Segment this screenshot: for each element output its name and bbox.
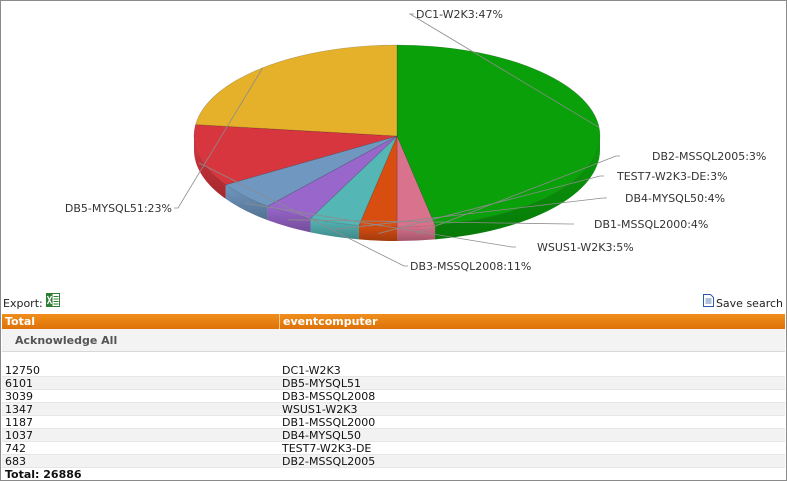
export-control: Export: [3, 293, 60, 310]
export-label: Export: [3, 296, 43, 310]
toolbar: Export: Save search [0, 293, 787, 313]
save-search-label: Save search [715, 297, 783, 310]
table-row[interactable]: 12750 DC1-W2K3 [2, 364, 785, 377]
cell-eventcomputer: DB4-MYSQL50 [282, 429, 361, 442]
cell-total: 12750 [5, 364, 40, 377]
pie-slice[interactable] [358, 135, 398, 228]
pie-slice-label: TEST7-W2K3-DE:3% [616, 170, 728, 183]
pie-leader-line [377, 175, 604, 234]
pie-leader-line [334, 197, 607, 230]
document-icon [702, 294, 714, 307]
cell-eventcomputer: TEST7-W2K3-DE [282, 442, 372, 455]
cell-eventcomputer: WSUS1-W2K3 [282, 403, 358, 416]
pie-slice-label: DB5-MYSQL51:23% [65, 202, 172, 215]
pie-slice-shade [397, 225, 436, 241]
table-row[interactable]: 742 TEST7-W2K3-DE [2, 442, 785, 455]
excel-icon[interactable] [45, 293, 60, 307]
pie-slice-shade [194, 136, 226, 199]
pie-slice-label: DB2-MSSQL2005:3% [652, 150, 766, 163]
table-row[interactable]: 1187 DB1-MSSQL2000 [2, 416, 785, 429]
table-row[interactable]: 1347 WSUS1-W2K3 [2, 403, 785, 416]
pie-leader-line [408, 13, 600, 128]
pie-slice-label: DB1-MSSQL2000:4% [594, 218, 708, 231]
pie-chart: DC1-W2K3:47% DB2-MSSQL2005:3% TEST7-W2K3-D… [65, 8, 767, 273]
pie-slice[interactable] [396, 135, 436, 228]
cell-eventcomputer: DB1-MSSQL2000 [282, 416, 376, 429]
column-header-total[interactable]: Total [5, 315, 36, 328]
pie-slice-label: DB4-MYSQL50:4% [625, 192, 725, 205]
cell-total: 1187 [5, 416, 33, 429]
pie-slice-shade [310, 218, 359, 240]
table-row[interactable]: 6101 DB5-MYSQL51 [2, 377, 785, 390]
pie-leader-line [174, 67, 264, 209]
column-header-eventcomputer[interactable]: eventcomputer [279, 314, 378, 329]
pie-slice-label: DB3-MSSQL2008:11% [410, 260, 531, 273]
cell-total: 1347 [5, 403, 33, 416]
pie-slice[interactable] [224, 135, 398, 207]
save-search-button[interactable]: Save search [702, 294, 783, 310]
pie-slice-label: DC1-W2K3:47% [416, 8, 503, 21]
pie-slice-shade [435, 136, 600, 240]
cell-total: 683 [5, 455, 26, 468]
grid-total: Total: 26886 [5, 468, 82, 481]
pie-slice[interactable] [195, 44, 398, 137]
cell-total: 1037 [5, 429, 33, 442]
table-row[interactable]: 3039 DB3-MSSQL2008 [2, 390, 785, 403]
pie-slice[interactable] [309, 135, 398, 226]
table-row[interactable]: 683 DB2-MSSQL2005 [2, 455, 785, 468]
pie-slice-shade [225, 184, 268, 221]
cell-total: 6101 [5, 377, 33, 390]
pie-slice[interactable] [396, 44, 601, 226]
pie-leader-line [288, 219, 574, 225]
pie-slice-shade [267, 206, 311, 233]
pie-leader-line [244, 202, 516, 248]
cell-eventcomputer: DB2-MSSQL2005 [282, 455, 376, 468]
pie-slice-label: WSUS1-W2K3:5% [537, 241, 634, 254]
acknowledge-all-button[interactable]: Acknowledge All [2, 329, 785, 352]
cell-eventcomputer: DB5-MYSQL51 [282, 377, 361, 390]
grid-body: 12750 DC1-W2K3 6101 DB5-MYSQL51 3039 DB3-MS… [2, 364, 785, 468]
cell-eventcomputer: DC1-W2K3 [282, 364, 341, 377]
cell-total: 742 [5, 442, 26, 455]
results-grid: Total eventcomputer Acknowledge All 1275… [2, 314, 785, 481]
pie-slice[interactable] [266, 135, 398, 219]
cell-total: 3039 [5, 390, 33, 403]
pie-slice[interactable] [193, 124, 398, 186]
pie-leader-line [198, 162, 408, 267]
cell-eventcomputer: DB3-MSSQL2008 [282, 390, 376, 403]
grid-spacer [2, 352, 785, 364]
pie-leader-line [415, 155, 620, 234]
grid-header: Total eventcomputer [2, 314, 785, 329]
table-row[interactable]: 1037 DB4-MYSQL50 [2, 429, 785, 442]
